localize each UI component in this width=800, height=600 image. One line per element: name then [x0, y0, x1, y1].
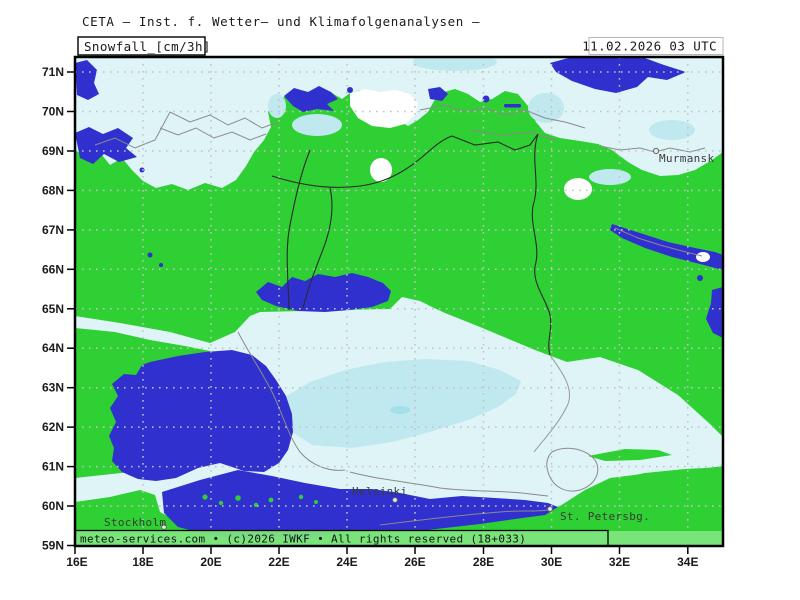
map-region-heavy-snow: [428, 87, 448, 101]
map-region-heavy-snow: [159, 263, 163, 267]
lon-label: 20E: [200, 555, 221, 569]
lat-label: 66N: [42, 262, 64, 276]
lat-label: 59N: [42, 539, 64, 553]
lat-label: 64N: [42, 341, 64, 355]
country-border: [531, 133, 552, 356]
map-region-island: [268, 497, 274, 503]
lon-label: 22E: [268, 555, 289, 569]
map-region-heavy-snow: [139, 167, 145, 173]
map-region-pale-patch: [589, 169, 631, 185]
coastline: [94, 111, 279, 149]
lat-label: 68N: [42, 183, 64, 197]
map-region-pale-patch: [528, 93, 564, 123]
coastline: [349, 471, 549, 497]
city-marker-murmansk: [652, 147, 660, 155]
map-region-darker-spot: [390, 406, 410, 414]
map-region-island: [314, 500, 318, 504]
map-region-heavy-snow: [75, 127, 137, 164]
city-marker-stockholm: [161, 524, 167, 530]
axis-ticks: [67, 71, 689, 554]
coastline: [469, 129, 556, 141]
latitude-axis: 71N 70N 69N 68N 67N 66N 65N 64N 63N 62N …: [42, 65, 64, 553]
lon-label: 34E: [677, 555, 698, 569]
map-region-pale-central: [281, 359, 521, 448]
lat-label: 60N: [42, 499, 64, 513]
lat-label: 67N: [42, 223, 64, 237]
map-region-heavy-snow: [147, 252, 153, 258]
city-marker-helsinki: [392, 497, 398, 503]
lat-label: 65N: [42, 302, 64, 316]
longitude-axis: 16E 18E 20E 22E 24E 26E 28E 30E 32E 34E: [66, 555, 698, 569]
map-region-pale-patch: [292, 114, 342, 136]
country-border: [451, 133, 539, 151]
coastline: [614, 227, 703, 257]
map-region-island: [218, 500, 224, 506]
map-region-heavy-snow: [697, 275, 703, 281]
city-label-st-petersburg: St. Petersbg.: [560, 510, 650, 523]
map-region-heavy-snow: [550, 57, 686, 93]
map-region-heavy-snow: [75, 60, 99, 100]
lon-label: 18E: [132, 555, 153, 569]
copyright-text: meteo-services.com • (c)2026 IWKF • All …: [80, 533, 526, 546]
lon-label: 26E: [404, 555, 425, 569]
map-region-land-southeast: [333, 467, 723, 546]
figure-title: CETA — Inst. f. Wetter— und Klimafolgena…: [82, 14, 480, 29]
coastline: [419, 104, 586, 129]
coastline: [237, 331, 346, 471]
map-region-heavy-snow: [482, 95, 490, 103]
map-region-heavy-snow: [109, 350, 293, 481]
lon-label: 28E: [473, 555, 494, 569]
map-region-white-pocket: [370, 158, 392, 182]
map-region-white-pocket: [696, 252, 710, 262]
map-region-pale-patch: [268, 94, 286, 118]
map-region-green-tongue: [588, 449, 672, 461]
map-region-heavy-snow: [256, 273, 391, 312]
city-label-murmansk: Murmansk: [659, 152, 714, 165]
map-region-island: [235, 495, 241, 501]
country-border: [286, 149, 311, 311]
country-border: [271, 135, 453, 188]
border-coast-continuation: [533, 354, 570, 453]
map-canvas: Murmansk Stockholm Helsinki St. Petersbg…: [75, 57, 723, 546]
datetime-box: [588, 37, 724, 55]
country-border: [302, 187, 333, 309]
map-region-pale-patch: [649, 120, 695, 140]
map-region-island: [298, 494, 304, 500]
lon-label: 24E: [336, 555, 357, 569]
map-region-heavy-snow: [706, 287, 723, 338]
map-region-pale-patch: [413, 57, 497, 71]
lat-label: 71N: [42, 65, 64, 79]
city-label-helsinki: Helsinki: [352, 485, 407, 498]
map-region-island: [202, 494, 208, 500]
lat-label: 70N: [42, 105, 64, 119]
map-region-heavy-snow: [284, 86, 338, 112]
lat-label: 61N: [42, 460, 64, 474]
variable-label-box: [77, 36, 206, 56]
map-region-heavy-snow: [347, 87, 353, 93]
coastline: [379, 509, 549, 526]
lat-label: 69N: [42, 144, 64, 158]
city-label-stockholm: Stockholm: [104, 516, 166, 529]
map-frame: [73, 55, 725, 548]
lat-label: 63N: [42, 381, 64, 395]
lon-label: 30E: [541, 555, 562, 569]
city-marker-st-petersburg: [547, 506, 553, 512]
map-region-heavy-snow: [162, 470, 558, 540]
datetime-label: 11.02.2026 03 UTC: [582, 39, 717, 54]
coastline: [159, 127, 267, 141]
map-region-white-pocket: [350, 89, 418, 128]
copyright-strip: [75, 531, 723, 546]
variable-label: Snowfall_[cm/3h]: [84, 39, 211, 54]
lon-label: 32E: [609, 555, 630, 569]
map-region-heavy-snow: [504, 104, 521, 108]
coastline-lake: [546, 447, 599, 492]
graticule: [75, 57, 723, 546]
map-region-arctic-sea: [75, 57, 723, 190]
lat-label: 62N: [42, 420, 64, 434]
lon-label: 16E: [66, 555, 87, 569]
map-region-white-pocket: [564, 178, 592, 200]
